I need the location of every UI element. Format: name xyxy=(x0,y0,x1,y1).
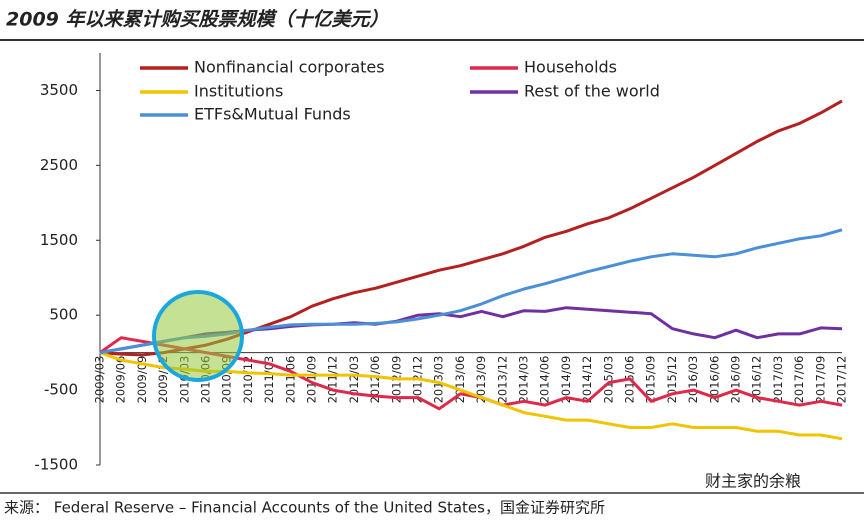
x-tick-label: 2017/09 xyxy=(813,356,827,404)
x-tick-label: 2015/03 xyxy=(601,356,615,404)
y-tick-label: 1500 xyxy=(40,231,78,249)
y-tick-label: 3500 xyxy=(40,81,78,99)
x-tick-label: 2014/09 xyxy=(559,356,573,404)
x-tick-label: 2014/06 xyxy=(538,356,552,404)
x-tick-label: 2011/12 xyxy=(326,356,340,404)
x-tick-label: 2016/12 xyxy=(750,356,764,404)
x-tick-label: 2009/03 xyxy=(93,356,107,404)
x-tick-label: 2017/12 xyxy=(835,356,849,404)
chart-title: 2009 年以来累计购买股票规模（十亿美元） xyxy=(6,9,389,31)
source: 来源： Federal Reserve – Financial Accounts… xyxy=(4,499,605,517)
x-tick-label: 2014/12 xyxy=(580,356,594,404)
y-tick-label: 500 xyxy=(49,306,78,324)
legend-label: Households xyxy=(524,58,617,77)
y-tick-label: -1500 xyxy=(34,456,78,474)
x-tick-label: 2013/09 xyxy=(474,356,488,404)
legend-label: Institutions xyxy=(194,82,283,101)
y-tick-label: -500 xyxy=(44,381,78,399)
x-tick-label: 2009/06 xyxy=(114,356,128,404)
highlight-circle xyxy=(152,290,244,382)
x-tick-label: 2016/06 xyxy=(707,356,721,404)
x-tick-label: 2010/12 xyxy=(241,356,255,404)
x-tick-label: 2013/12 xyxy=(495,356,509,404)
y-tick-label: 2500 xyxy=(40,156,78,174)
legend-label: ETFs&Mutual Funds xyxy=(194,105,351,124)
x-tick-label: 2009/09 xyxy=(135,356,149,404)
watermark: 财主家的余粮 xyxy=(705,472,801,491)
x-tick-label: 2015/12 xyxy=(665,356,679,404)
x-tick-label: 2012/03 xyxy=(347,356,361,404)
x-tick-label: 2011/03 xyxy=(262,356,276,404)
x-tick-label: 2011/09 xyxy=(305,356,319,404)
x-tick-label: 2013/03 xyxy=(432,356,446,404)
x-tick-label: 2017/03 xyxy=(771,356,785,404)
x-tick-label: 2016/09 xyxy=(729,356,743,404)
x-tick-label: 2014/03 xyxy=(517,356,531,404)
legend-label: Nonfinancial corporates xyxy=(194,58,385,77)
x-tick-label: 2017/06 xyxy=(792,356,806,404)
x-tick-label: 2016/03 xyxy=(686,356,700,404)
legend-label: Rest of the world xyxy=(524,82,660,101)
x-tick-label: 2012/06 xyxy=(368,356,382,404)
x-tick-label: 2015/09 xyxy=(644,356,658,404)
x-tick-label: 2011/06 xyxy=(283,356,297,404)
